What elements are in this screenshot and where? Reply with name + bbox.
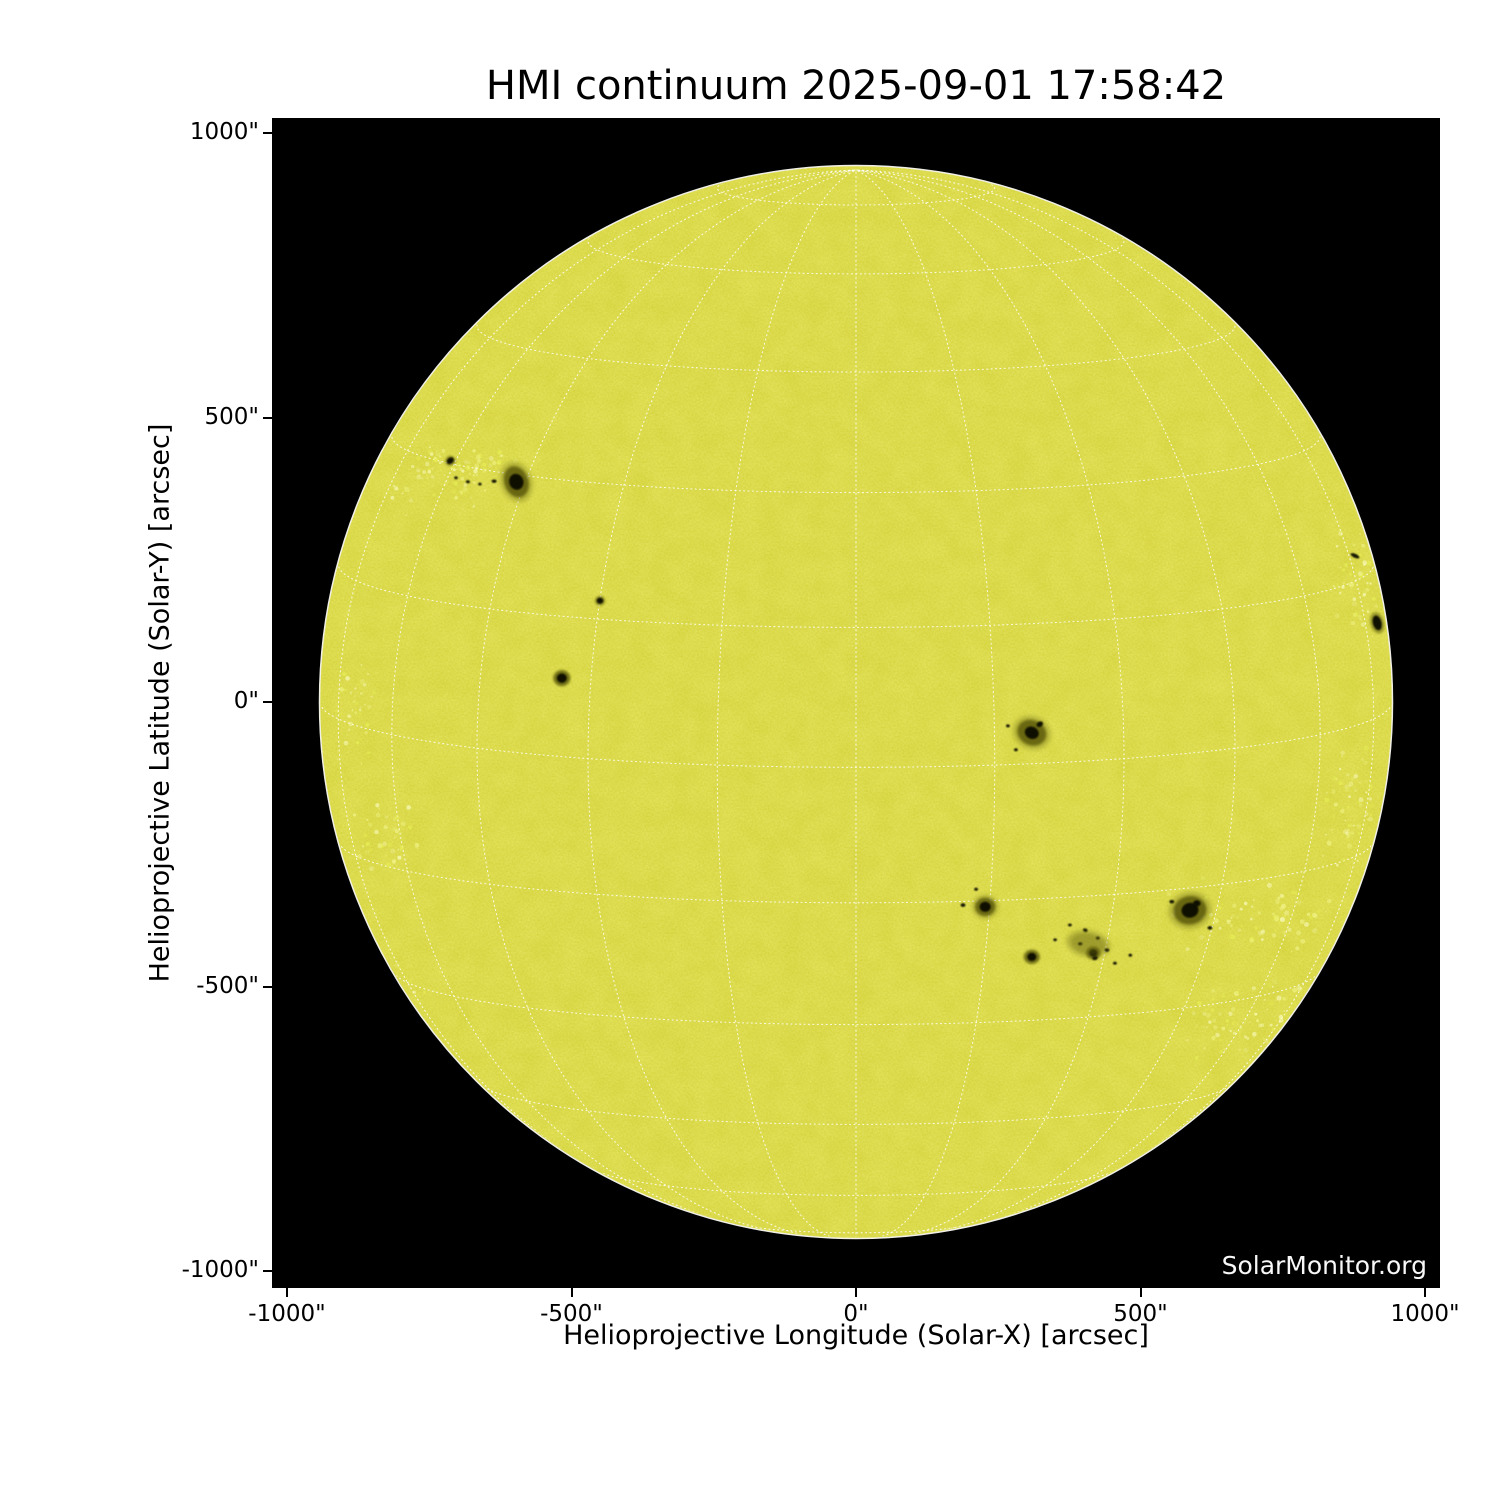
solar-disk-image bbox=[318, 164, 1394, 1240]
x-tick-label: -1000" bbox=[248, 1301, 326, 1327]
x-tick-label: -500" bbox=[540, 1301, 603, 1327]
x-tick-mark bbox=[855, 1288, 857, 1297]
y-tick-label: 0" bbox=[233, 688, 259, 714]
y-tick-mark bbox=[263, 416, 272, 419]
y-tick-mark bbox=[263, 1270, 272, 1272]
y-tick-label: 500" bbox=[204, 403, 259, 430]
x-tick-mark bbox=[286, 1288, 288, 1297]
x-tick-mark bbox=[1424, 1288, 1426, 1297]
x-tick-mark bbox=[1139, 1288, 1142, 1297]
x-axis-label: Helioprojective Longitude (Solar-X) [arc… bbox=[563, 1320, 1149, 1351]
x-tick-mark bbox=[570, 1288, 573, 1297]
y-tick-mark bbox=[263, 132, 272, 134]
x-tick-label: 0" bbox=[843, 1301, 869, 1327]
y-tick-mark bbox=[263, 985, 272, 988]
watermark: SolarMonitor.org bbox=[1221, 1251, 1427, 1280]
plot-area: SolarMonitor.org bbox=[272, 118, 1440, 1288]
y-tick-label: -1000" bbox=[181, 1257, 259, 1283]
y-tick-label: -500" bbox=[196, 972, 259, 999]
y-tick-label: 1000" bbox=[189, 119, 259, 145]
x-tick-label: 1000" bbox=[1390, 1301, 1460, 1327]
y-tick-mark bbox=[263, 701, 272, 703]
x-tick-label: 500" bbox=[1113, 1301, 1168, 1327]
plot-title: HMI continuum 2025-09-01 17:58:42 bbox=[485, 63, 1227, 109]
